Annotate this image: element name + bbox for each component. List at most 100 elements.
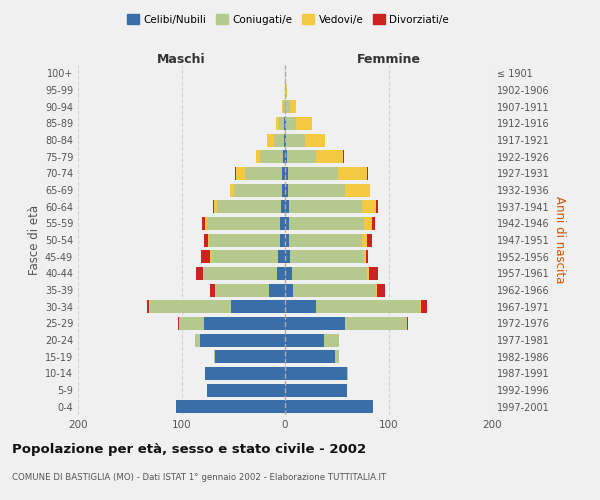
Bar — [421, 300, 427, 313]
Bar — [178, 317, 179, 330]
Bar — [283, 150, 285, 163]
Bar — [362, 250, 366, 263]
Bar — [285, 384, 347, 396]
Bar — [285, 150, 287, 163]
Bar — [292, 267, 367, 280]
Bar — [230, 184, 234, 196]
Bar — [212, 200, 214, 213]
Bar — [367, 267, 369, 280]
Bar — [362, 234, 367, 246]
Bar — [285, 84, 286, 96]
Bar — [293, 284, 376, 296]
Bar — [286, 134, 305, 146]
Bar — [366, 250, 368, 263]
Bar — [289, 200, 362, 213]
Bar — [215, 284, 269, 296]
Bar — [285, 217, 289, 230]
Bar — [148, 300, 149, 313]
Bar — [345, 317, 407, 330]
Y-axis label: Fasce di età: Fasce di età — [28, 205, 41, 275]
Bar — [284, 117, 285, 130]
Bar — [296, 117, 312, 130]
Bar — [335, 350, 339, 363]
Bar — [372, 217, 375, 230]
Bar — [362, 200, 376, 213]
Bar — [205, 217, 208, 230]
Bar — [208, 217, 280, 230]
Bar — [377, 284, 385, 296]
Bar — [282, 100, 283, 113]
Bar — [287, 150, 316, 163]
Bar — [275, 117, 279, 130]
Bar — [214, 200, 217, 213]
Bar — [285, 267, 292, 280]
Bar — [282, 184, 285, 196]
Bar — [285, 317, 345, 330]
Bar — [290, 100, 296, 113]
Bar — [285, 334, 325, 346]
Bar — [211, 250, 212, 263]
Bar — [149, 300, 151, 313]
Bar — [179, 317, 204, 330]
Legend: Celibi/Nubili, Coniugati/e, Vedovi/e, Divorziati/e: Celibi/Nubili, Coniugati/e, Vedovi/e, Di… — [123, 10, 453, 29]
Bar — [176, 400, 285, 413]
Bar — [285, 134, 286, 146]
Bar — [269, 284, 285, 296]
Text: Maschi: Maschi — [157, 53, 206, 66]
Bar — [285, 200, 289, 213]
Bar — [260, 150, 283, 163]
Bar — [204, 234, 208, 246]
Bar — [325, 334, 339, 346]
Bar — [367, 167, 368, 180]
Bar — [277, 267, 285, 280]
Bar — [407, 317, 408, 330]
Bar — [290, 250, 362, 263]
Bar — [343, 150, 344, 163]
Bar — [288, 184, 345, 196]
Bar — [279, 117, 284, 130]
Bar — [215, 350, 285, 363]
Bar — [205, 367, 285, 380]
Bar — [286, 117, 296, 130]
Bar — [285, 300, 316, 313]
Bar — [285, 234, 289, 246]
Bar — [345, 184, 370, 196]
Bar — [231, 300, 285, 313]
Bar — [369, 267, 378, 280]
Bar — [281, 200, 285, 213]
Bar — [289, 217, 364, 230]
Bar — [204, 267, 277, 280]
Bar — [234, 184, 282, 196]
Bar — [419, 300, 421, 313]
Bar — [236, 167, 245, 180]
Bar — [283, 100, 285, 113]
Bar — [278, 250, 285, 263]
Bar — [285, 367, 347, 380]
Bar — [376, 284, 377, 296]
Bar — [202, 217, 205, 230]
Bar — [288, 167, 338, 180]
Bar — [214, 350, 215, 363]
Text: COMUNE DI BASTIGLIA (MO) - Dati ISTAT 1° gennaio 2002 - Elaborazione TUTTITALIA.: COMUNE DI BASTIGLIA (MO) - Dati ISTAT 1°… — [12, 472, 386, 482]
Bar — [280, 217, 285, 230]
Bar — [285, 400, 373, 413]
Text: Femmine: Femmine — [356, 53, 421, 66]
Text: Popolazione per età, sesso e stato civile - 2002: Popolazione per età, sesso e stato civil… — [12, 442, 366, 456]
Bar — [208, 384, 285, 396]
Bar — [268, 134, 274, 146]
Bar — [289, 234, 362, 246]
Bar — [285, 350, 335, 363]
Bar — [245, 167, 282, 180]
Bar — [347, 367, 348, 380]
Bar — [200, 334, 285, 346]
Bar — [285, 167, 288, 180]
Bar — [305, 134, 325, 146]
Bar — [282, 167, 285, 180]
Bar — [285, 184, 288, 196]
Bar — [217, 200, 281, 213]
Bar — [201, 250, 211, 263]
Bar — [195, 334, 200, 346]
Bar — [285, 117, 286, 130]
Bar — [316, 300, 419, 313]
Bar — [208, 234, 209, 246]
